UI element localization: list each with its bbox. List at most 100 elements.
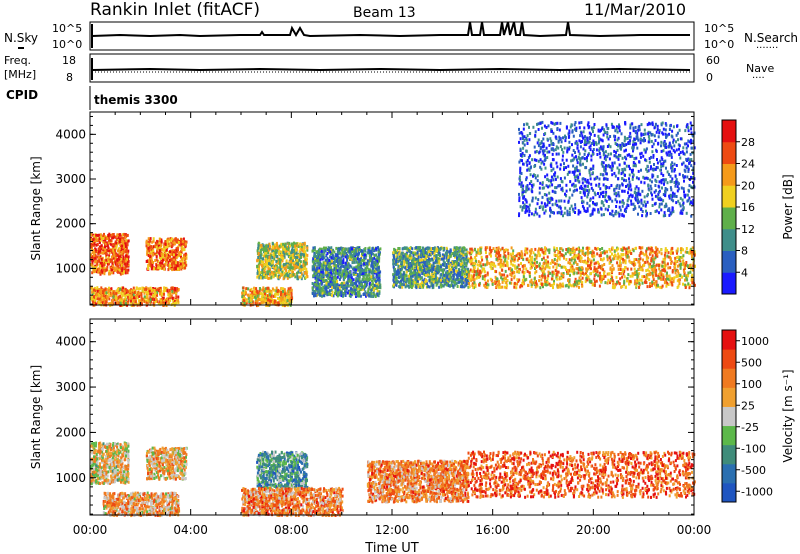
data-cell [618, 282, 621, 286]
data-cell [105, 252, 107, 255]
data-cell [331, 293, 333, 297]
data-cell [91, 256, 94, 260]
data-cell [268, 255, 271, 259]
data-cell [427, 254, 430, 258]
data-cell [611, 246, 614, 250]
data-cell [462, 253, 465, 257]
data-cell [396, 249, 399, 252]
data-cell [370, 292, 373, 296]
data-cell [108, 238, 111, 242]
data-cell [396, 256, 399, 260]
data-cell [348, 270, 351, 274]
data-cell [481, 277, 484, 281]
data-cell [313, 252, 316, 255]
data-cell [112, 233, 115, 237]
data-cell [285, 261, 288, 265]
data-cell [610, 274, 613, 278]
data-cell [289, 244, 291, 248]
data-cell [314, 275, 317, 279]
data-cell [669, 252, 672, 256]
data-cell [471, 261, 474, 265]
data-cell [397, 268, 400, 272]
data-cell [474, 256, 477, 259]
data-cell [270, 270, 273, 274]
data-cell [413, 260, 416, 264]
data-cell [302, 246, 305, 250]
data-cell [398, 285, 401, 289]
data-cell [275, 241, 278, 245]
data-cell [409, 254, 411, 258]
data-cell [96, 250, 99, 254]
data-cell [332, 248, 334, 252]
data-cell [445, 276, 448, 280]
data-cell [98, 258, 101, 262]
data-cell [563, 254, 566, 258]
data-cell [534, 271, 537, 275]
data-cell [579, 259, 582, 263]
data-cell [318, 255, 321, 259]
data-cell [169, 264, 172, 268]
data-cell [462, 270, 465, 274]
data-cell [494, 280, 497, 284]
data-cell [662, 275, 665, 279]
data-cell [348, 279, 351, 283]
data-cell [501, 246, 504, 250]
data-cell [641, 281, 644, 285]
data-cell [331, 269, 334, 273]
data-cell [371, 266, 374, 270]
data-cell [460, 262, 463, 266]
data-cell [146, 250, 149, 254]
data-cell [648, 278, 651, 282]
data-cell [463, 261, 466, 265]
data-cell [374, 278, 376, 282]
data-cell [611, 268, 614, 272]
data-cell [273, 257, 276, 261]
data-cell [362, 277, 365, 281]
data-cell [559, 285, 562, 289]
data-cell [551, 270, 554, 274]
data-cell [399, 275, 402, 279]
data-cell [339, 271, 342, 274]
data-cell [646, 260, 649, 264]
data-cell [174, 249, 176, 253]
data-cell [466, 260, 469, 264]
data-cell [461, 249, 464, 253]
data-cell [111, 261, 114, 265]
data-cell [433, 256, 436, 260]
data-cell [475, 276, 478, 280]
data-cell [331, 259, 334, 263]
data-cell [294, 256, 297, 259]
data-cell [552, 286, 554, 290]
data-cell [300, 277, 303, 281]
data-cell [365, 277, 368, 281]
data-cell [287, 255, 290, 258]
data-cell [648, 285, 651, 288]
data-cell [445, 274, 448, 278]
data-cell [92, 233, 95, 237]
data-cell [399, 285, 402, 289]
data-cell [449, 248, 452, 252]
data-cell [453, 246, 456, 250]
data-cell [440, 257, 443, 261]
data-cell [404, 273, 407, 277]
data-cell [584, 280, 587, 284]
data-cell [634, 271, 637, 274]
data-cell [376, 289, 379, 293]
data-cell [419, 258, 422, 262]
data-cell [569, 261, 572, 265]
data-cell [511, 271, 514, 275]
data-cell [493, 263, 495, 267]
data-cell [336, 294, 339, 298]
data-cell [173, 266, 176, 270]
data-cell [278, 266, 281, 270]
data-cell [609, 267, 612, 271]
data-cell [123, 243, 126, 247]
data-cell [467, 285, 470, 289]
data-cell [271, 256, 274, 259]
data-cell [256, 259, 259, 263]
data-cell [436, 264, 439, 268]
data-cell [666, 281, 669, 285]
data-cell [393, 247, 396, 251]
data-cell [373, 256, 376, 260]
data-cell [331, 281, 334, 285]
